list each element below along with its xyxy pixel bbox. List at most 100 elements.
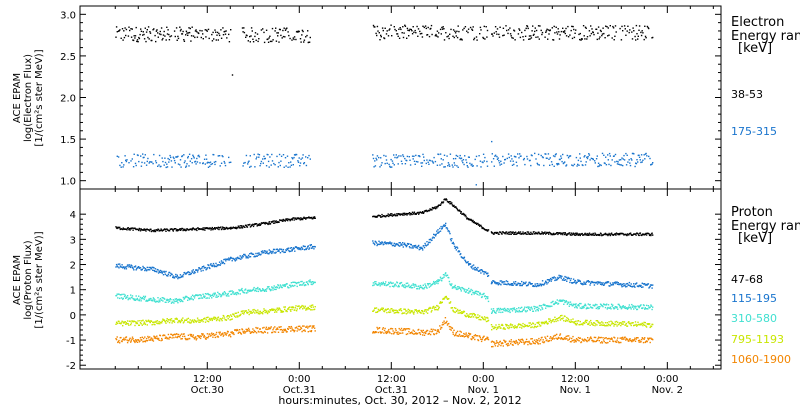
- data-point: [188, 165, 190, 167]
- data-point: [396, 333, 399, 335]
- data-point: [185, 165, 188, 167]
- data-point: [218, 293, 221, 295]
- data-point: [221, 333, 223, 335]
- data-point: [385, 216, 387, 218]
- data-point: [439, 28, 442, 31]
- data-point: [462, 161, 464, 164]
- data-point: [133, 269, 135, 271]
- data-point: [131, 295, 134, 297]
- data-point: [519, 326, 521, 329]
- data-point: [243, 330, 245, 332]
- data-point: [385, 155, 387, 157]
- data-point: [596, 38, 598, 41]
- data-point: [586, 36, 589, 38]
- data-point: [526, 158, 529, 160]
- data-point: [303, 325, 305, 327]
- data-point: [517, 33, 520, 35]
- data-point: [519, 29, 521, 31]
- data-point: [480, 166, 482, 168]
- data-point: [157, 228, 160, 231]
- data-point: [547, 29, 550, 31]
- data-point: [634, 337, 636, 339]
- data-point: [261, 252, 263, 254]
- data-point: [301, 304, 303, 307]
- data-point: [186, 296, 188, 298]
- data-point: [126, 341, 129, 344]
- data-point: [471, 220, 474, 223]
- data-point: [403, 212, 406, 214]
- data-point: [308, 216, 310, 218]
- data-point: [593, 281, 595, 284]
- data-point: [388, 215, 390, 218]
- data-point: [638, 154, 640, 156]
- data-point: [235, 292, 237, 294]
- data-point: [268, 253, 270, 255]
- data-point: [161, 337, 163, 340]
- data-point: [507, 342, 509, 345]
- data-point: [506, 327, 509, 329]
- data-point: [180, 166, 182, 168]
- data-point: [289, 247, 291, 249]
- data-point: [649, 306, 651, 308]
- data-point: [598, 340, 600, 342]
- data-point: [181, 155, 184, 157]
- data-point: [131, 158, 133, 160]
- data-point: [503, 340, 506, 342]
- data-point: [271, 27, 274, 30]
- data-point: [216, 34, 218, 36]
- data-point: [480, 272, 482, 274]
- data-point: [150, 228, 152, 230]
- data-point: [456, 286, 459, 288]
- data-point: [461, 311, 463, 313]
- data-point: [507, 231, 509, 234]
- data-point: [388, 328, 390, 331]
- data-point: [552, 300, 554, 303]
- data-point: [218, 34, 221, 37]
- data-point: [148, 339, 150, 341]
- data-point: [263, 221, 265, 224]
- data-point: [454, 311, 456, 314]
- data-point: [502, 345, 504, 347]
- data-point: [216, 296, 218, 298]
- data-point: [408, 328, 411, 330]
- data-point: [541, 308, 544, 310]
- data-point: [551, 27, 553, 29]
- data-point: [487, 272, 489, 274]
- data-point: [140, 228, 142, 230]
- data-point: [210, 163, 212, 166]
- data-point: [270, 326, 272, 328]
- data-point: [482, 337, 484, 339]
- data-point: [498, 160, 500, 162]
- data-point: [281, 286, 283, 289]
- data-point: [392, 282, 394, 284]
- data-point: [187, 157, 189, 159]
- data-point: [552, 39, 555, 41]
- data-point: [134, 227, 136, 229]
- data-point: [581, 323, 583, 325]
- data-point: [625, 324, 627, 326]
- data-point: [308, 247, 311, 249]
- data-point: [615, 323, 617, 326]
- data-point: [121, 320, 123, 322]
- data-point: [514, 233, 516, 235]
- data-point: [206, 320, 209, 322]
- data-point: [572, 339, 575, 341]
- data-point: [254, 330, 257, 333]
- data-point: [427, 284, 429, 286]
- data-point: [222, 292, 224, 294]
- data-point: [388, 281, 390, 284]
- data-point: [628, 339, 631, 341]
- data-point: [312, 325, 314, 327]
- data-point: [182, 322, 185, 324]
- data-point: [170, 156, 172, 159]
- data-point: [388, 163, 390, 166]
- data-point: [436, 332, 438, 334]
- data-point: [381, 215, 384, 218]
- data-point: [506, 308, 509, 310]
- data-point: [473, 335, 475, 337]
- data-point: [215, 160, 217, 163]
- data-point: [402, 246, 404, 248]
- data-point: [139, 337, 142, 339]
- data-point: [626, 154, 628, 156]
- data-point: [638, 29, 640, 31]
